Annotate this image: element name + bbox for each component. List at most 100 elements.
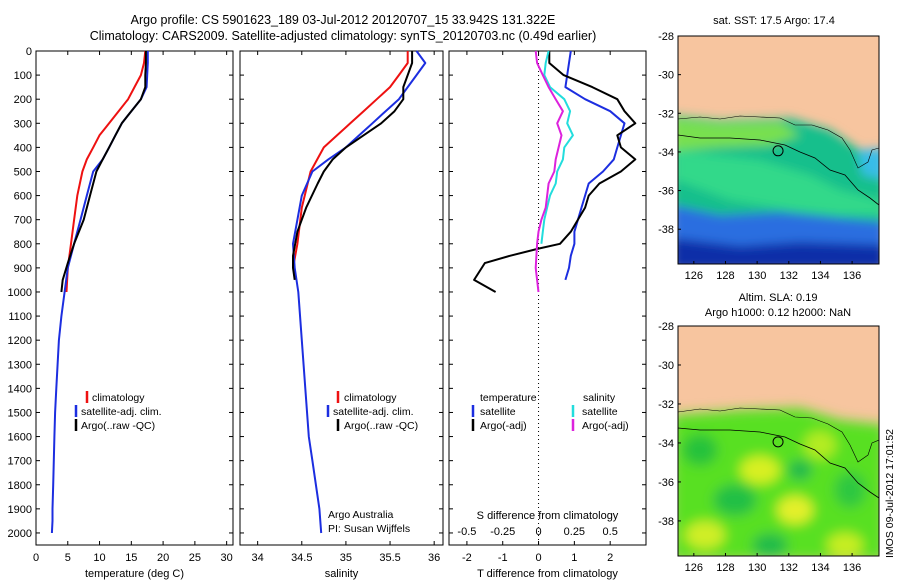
sla-blob bbox=[788, 460, 812, 480]
y-tick-label: 1300 bbox=[8, 359, 32, 371]
y-tick-label: 1100 bbox=[8, 311, 32, 323]
x-tick-label: 35 bbox=[340, 552, 352, 564]
sst-deep-band bbox=[678, 238, 879, 264]
map-y-tick-label: -38 bbox=[658, 224, 674, 236]
sst-east-patch bbox=[858, 148, 879, 179]
map-x-tick-label: 126 bbox=[685, 562, 703, 574]
plot-frame bbox=[239, 50, 444, 546]
series-line bbox=[292, 51, 409, 269]
y-tick-label: 1400 bbox=[8, 383, 32, 395]
sla-blob bbox=[804, 431, 836, 459]
series-line bbox=[540, 50, 574, 244]
map-y-tick-label: -32 bbox=[658, 399, 674, 411]
map-y-tick-label: -30 bbox=[658, 70, 674, 82]
sla-blob bbox=[834, 472, 866, 508]
map-x-tick-label: 130 bbox=[748, 270, 766, 282]
sst-coastline bbox=[678, 115, 879, 169]
x-axis-label: temperature (deg C) bbox=[85, 568, 184, 580]
map-x-tick-label: 130 bbox=[748, 562, 766, 574]
legend-label-temp-satellite: satellite bbox=[480, 406, 516, 418]
map-y-tick-label: -36 bbox=[658, 477, 674, 489]
top-tick-label: -0.25 bbox=[490, 526, 515, 538]
map-y-tick-label: -34 bbox=[658, 438, 674, 450]
x-tick-label: 30 bbox=[221, 552, 233, 564]
series-line bbox=[534, 50, 564, 293]
y-tick-label: 1600 bbox=[8, 432, 32, 444]
sst-map-title: sat. SST: 17.5 Argo: 17.4 bbox=[713, 15, 835, 27]
series-line bbox=[473, 51, 637, 293]
map-x-tick-label: 128 bbox=[716, 562, 734, 574]
y-tick-label: 1800 bbox=[8, 480, 32, 492]
y-tick-label: 800 bbox=[14, 239, 32, 251]
y-tick-label: 1700 bbox=[8, 456, 32, 468]
x-tick-label: 25 bbox=[189, 552, 201, 564]
sla-frame bbox=[677, 325, 880, 557]
x-tick-label: 1 bbox=[571, 552, 577, 564]
annotation-pi: PI: Susan Wijffels bbox=[328, 523, 410, 535]
x-tick-label: 35.5 bbox=[379, 552, 400, 564]
x-axis-label: salinity bbox=[325, 568, 359, 580]
map-y-tick-label: -28 bbox=[658, 321, 674, 333]
legend-label-temp-argo: Argo(-adj) bbox=[480, 420, 527, 432]
x-tick-label: 10 bbox=[93, 552, 105, 564]
legend-label-satellite: satellite-adj. clim. bbox=[81, 406, 162, 418]
salinity-legend: climatology satellite-adj. clim. Argo(..… bbox=[326, 391, 418, 535]
x-tick-label: 34 bbox=[252, 552, 264, 564]
map-x-tick-label: 132 bbox=[780, 270, 798, 282]
map-x-tick-label: 126 bbox=[685, 270, 703, 282]
sla-coastline bbox=[678, 407, 879, 463]
sla-blob bbox=[827, 533, 863, 556]
y-tick-label: 600 bbox=[14, 191, 32, 203]
map-x-tick-label: 128 bbox=[716, 270, 734, 282]
sla-blob bbox=[740, 456, 780, 484]
x-axis-label: T difference from climatology bbox=[477, 568, 618, 580]
sla-blob bbox=[752, 533, 788, 556]
x-tick-label: -2 bbox=[462, 552, 472, 564]
top-axis-label: S difference from climatology bbox=[477, 510, 619, 522]
sla-isobath bbox=[678, 427, 879, 499]
map-x-tick-label: 136 bbox=[843, 562, 861, 574]
x-tick-label: 15 bbox=[125, 552, 137, 564]
x-tick-label: 0 bbox=[535, 552, 541, 564]
y-tick-label: 500 bbox=[14, 166, 32, 178]
legend-label-sal-argo: Argo(-adj) bbox=[582, 420, 629, 432]
sst-warm-core bbox=[678, 150, 879, 215]
y-tick-label: 1500 bbox=[8, 407, 32, 419]
y-tick-label: 1000 bbox=[8, 287, 32, 299]
temperature-legend: climatology satellite-adj. clim. Argo(..… bbox=[74, 391, 162, 432]
y-tick-label: 400 bbox=[14, 142, 32, 154]
y-tick-label: 900 bbox=[14, 263, 32, 275]
legend-label-sal-satellite: satellite bbox=[582, 406, 618, 418]
series-line bbox=[564, 50, 626, 281]
difference-legend: temperature satellite Argo(-adj) salinit… bbox=[471, 392, 629, 432]
plot-frame bbox=[448, 50, 647, 546]
sla-blob bbox=[777, 496, 813, 524]
top-tick-label: 0.25 bbox=[564, 526, 585, 538]
map-y-tick-label: -38 bbox=[658, 516, 674, 528]
x-tick-label: 5 bbox=[65, 552, 71, 564]
legend-label-satellite: satellite-adj. clim. bbox=[333, 406, 414, 418]
sla-map-title: Altim. SLA: 0.19 bbox=[739, 292, 818, 304]
x-tick-label: -1 bbox=[498, 552, 508, 564]
series-line bbox=[50, 51, 149, 534]
map-y-tick-label: -32 bbox=[658, 108, 674, 120]
map-y-tick-label: -36 bbox=[658, 186, 674, 198]
salinity-panel: 34 34.5 35 35.5 36 salinity bbox=[239, 50, 444, 580]
top-tick-label: -0.5 bbox=[457, 526, 476, 538]
top-tick-label: 0.5 bbox=[603, 526, 618, 538]
map-x-tick-label: 136 bbox=[843, 270, 861, 282]
map-y-tick-label: -34 bbox=[658, 147, 674, 159]
argo-location-marker bbox=[772, 145, 784, 157]
sla-blob bbox=[685, 521, 725, 549]
sst-map: sat. SST: 17.5 Argo: 17.4 126 128 130 132 13… bbox=[658, 15, 880, 282]
sla-map: Altim. SLA: 0.19 Argo h1000: 0.12 h2000:… bbox=[658, 292, 880, 574]
legend-label-argo: Argo(..raw -QC) bbox=[81, 420, 155, 432]
y-tick-label: 2000 bbox=[8, 528, 32, 540]
series-line bbox=[292, 51, 414, 281]
sla-blob bbox=[682, 434, 718, 466]
legend-label-argo: Argo(..raw -QC) bbox=[344, 420, 418, 432]
map-y-tick-label: -28 bbox=[658, 31, 674, 43]
series-line bbox=[65, 50, 147, 293]
header-line1: Argo profile: CS 5901623_189 03-Jul-2012… bbox=[131, 13, 556, 27]
